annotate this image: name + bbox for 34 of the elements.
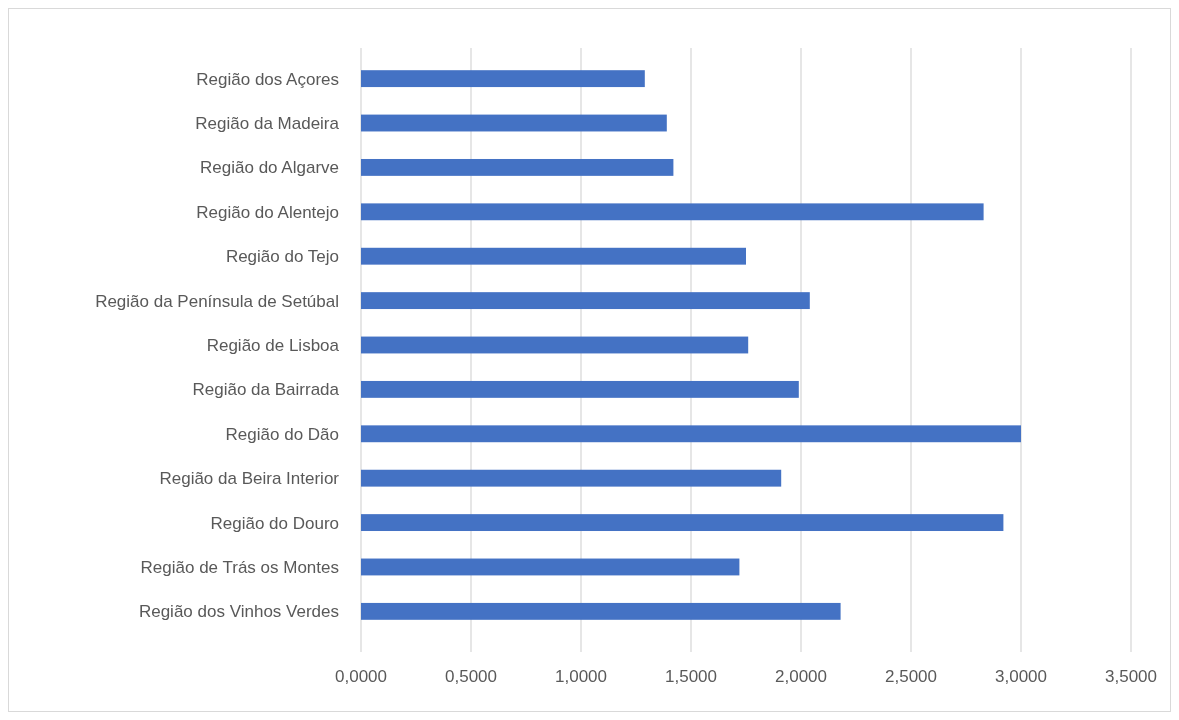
bar [361, 425, 1021, 443]
y-tick-label: Região do Douro [210, 513, 339, 533]
y-tick-label: Região dos Vinhos Verdes [138, 602, 339, 622]
x-tick-label: 2,0000 [775, 667, 827, 686]
bar [361, 292, 810, 310]
bar [361, 70, 645, 88]
x-tick-label: 2,5000 [885, 667, 937, 686]
y-tick-label: Região da Madeira [195, 113, 340, 133]
y-tick-label: Região da Bairrada [192, 380, 340, 400]
x-tick-label: 3,5000 [1105, 667, 1157, 686]
bar [361, 469, 782, 487]
y-tick-label: Região da Península de Setúbal [95, 291, 339, 311]
y-tick-label: Região de Lisboa [206, 335, 340, 355]
bar [361, 602, 841, 620]
y-tick-label: Região do Alentejo [196, 202, 339, 222]
bar [361, 558, 740, 576]
x-tick-label: 0,5000 [445, 667, 497, 686]
x-tick-label: 0,0000 [335, 667, 387, 686]
bar [361, 514, 1004, 532]
y-tick-label: Região da Beira Interior [159, 469, 340, 489]
x-tick-label: 3,0000 [995, 667, 1047, 686]
y-tick-label: Região de Trás os Montes [140, 557, 339, 577]
bar [361, 336, 749, 354]
bar [361, 203, 984, 221]
y-tick-label: Região do Tejo [225, 247, 339, 267]
x-tick-label: 1,5000 [665, 667, 717, 686]
bar [361, 380, 799, 398]
y-tick-label: Região dos Açores [196, 69, 339, 89]
bar [361, 114, 667, 132]
bar [361, 247, 746, 265]
y-tick-label: Região do Dão [225, 424, 339, 444]
x-tick-label: 1,0000 [555, 667, 607, 686]
y-tick-label: Região do Algarve [200, 158, 339, 178]
bar [361, 158, 674, 176]
